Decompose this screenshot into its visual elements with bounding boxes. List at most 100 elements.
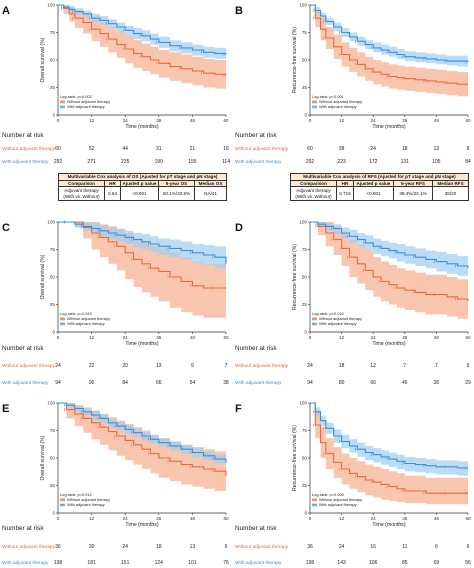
y-tick-label: 0 [304,330,307,335]
y-tick-label: 25 [50,483,56,488]
risk-count: 18 [402,146,408,152]
risk-count: 22 [89,363,95,369]
risk-count: 66 [370,380,376,386]
risk-count: 198 [306,560,315,566]
x-tick-label: 0 [57,516,60,521]
x-tick-label: 0 [309,118,312,123]
legend-label: Without adjuvant therapy [319,99,362,104]
x-axis-label: Time (months) [125,124,159,130]
logrank-label: Log-rank: p=0.002 [60,94,92,99]
ci-band-without [310,222,468,321]
cox-header: Ajusted p value [120,179,159,188]
legend-label: Without adjuvant therapy [67,316,110,321]
logrank-label: Log-rank: p=0.016 [312,311,344,316]
km-line-without [310,4,468,85]
risk-row-label: With adjuvant therapy [2,560,49,566]
logrank-label: Log-rank: p<0.001 [312,94,344,99]
cox-table-title: Multivariable Cox analysis of RFS (Ajust… [290,173,469,181]
cox-cell: 38.4%/22.1% [393,186,433,202]
x-tick-label: 60 [465,516,471,521]
km-line-without [58,221,226,289]
cox-cell: 38/20 [432,186,469,202]
y-axis-label: Overall survival (%) [40,37,46,82]
legend-label: With adjuvant therapy [67,502,105,507]
ci-band-without [310,5,468,97]
cox-header: 5-year RFS [393,179,433,188]
cox-table-A: Multivariable Cox analysis of OS (Ajuste… [57,173,228,202]
cox-cell: 50.1%/33.5% [158,186,195,202]
x-tick-label: 12 [89,516,95,521]
risk-count: 21 [190,146,196,152]
cox-header: Comparison [290,179,337,188]
y-axis-label: Overall survival (%) [40,254,46,299]
km-line-with [310,4,469,63]
risk-count: 36 [307,544,313,550]
y-tick-label: 50 [302,456,308,461]
logrank-label: Log-rank: p=0.012 [60,492,92,497]
km-line-with [310,221,469,269]
risk-count: 84 [465,159,471,165]
y-tick-label: 75 [50,428,56,433]
cox-header: Median RFS [432,179,469,188]
x-tick-label: 48 [190,118,196,123]
x-tick-label: 24 [371,516,377,521]
risk-count: 80 [339,380,345,386]
risk-count: 36 [434,380,440,386]
risk-count: 38 [339,146,345,152]
x-tick-label: 24 [371,118,377,123]
x-tick-label: 60 [223,118,229,123]
risk-count: 90 [89,380,95,386]
y-tick-label: 25 [50,302,56,307]
x-tick-label: 12 [339,118,345,123]
x-tick-label: 12 [339,335,345,340]
cox-header: Ajusted p value [353,179,394,188]
y-tick-label: 25 [302,302,308,307]
risk-count: 44 [122,146,128,152]
x-tick-label: 48 [190,335,196,340]
panel-A: 0 25 50 75 100 0 12 24 36 48 60 Time (months) Overal… [2,3,230,165]
risk-count: 9 [191,363,194,369]
risk-count: 94 [307,380,313,386]
x-tick-label: 0 [57,335,60,340]
risk-count: 13 [434,146,440,152]
panel-E: 0 25 50 75 100 0 12 24 36 48 60 Time (months) Overal… [2,401,229,566]
risk-count: 60 [55,146,61,152]
risk-table-title: Number at risk [235,345,277,352]
risk-count: 54 [190,380,196,386]
risk-row-label: Without adjuvant therapy [2,544,56,550]
legend-label: With adjuvant therapy [67,321,105,326]
risk-count: 190 [155,159,164,165]
panel-letter: A [2,5,10,17]
logrank-label: Log-rank: p=0.005 [312,492,344,497]
panel-B: 0 25 50 75 100 0 12 24 36 48 60 Time (months) Recurr… [235,3,471,165]
panel-D: 0 25 50 75 100 0 12 24 36 48 60 Time (months) Recurr… [235,220,471,386]
x-tick-label: 12 [89,118,95,123]
risk-row-label: With adjuvant therapy [235,159,282,165]
y-tick-label: 0 [304,113,307,118]
x-tick-label: 36 [156,516,162,521]
ci-band-without [58,222,226,318]
y-tick-label: 25 [302,483,308,488]
risk-count: 7 [225,363,228,369]
x-tick-label: 24 [123,118,129,123]
x-tick-label: 0 [309,335,312,340]
x-tick-label: 60 [465,335,471,340]
risk-count: 223 [337,159,346,165]
km-line-without [310,221,469,302]
x-tick-label: 60 [223,335,229,340]
risk-count: 16 [370,544,376,550]
risk-row-label: Without adjuvant therapy [2,363,56,369]
risk-count: 76 [223,560,229,566]
x-tick-label: 48 [434,335,440,340]
cox-header: HR [104,179,121,188]
km-line-without [58,4,227,76]
risk-count: 6 [467,544,470,550]
y-tick-label: 100 [299,3,307,8]
risk-row-label: With adjuvant therapy [2,159,49,165]
y-tick-label: 100 [47,3,55,8]
risk-count: 24 [307,363,313,369]
risk-count: 155 [188,159,197,165]
risk-count: 84 [122,380,128,386]
risk-count: 24 [55,363,61,369]
risk-count: 198 [54,560,63,566]
